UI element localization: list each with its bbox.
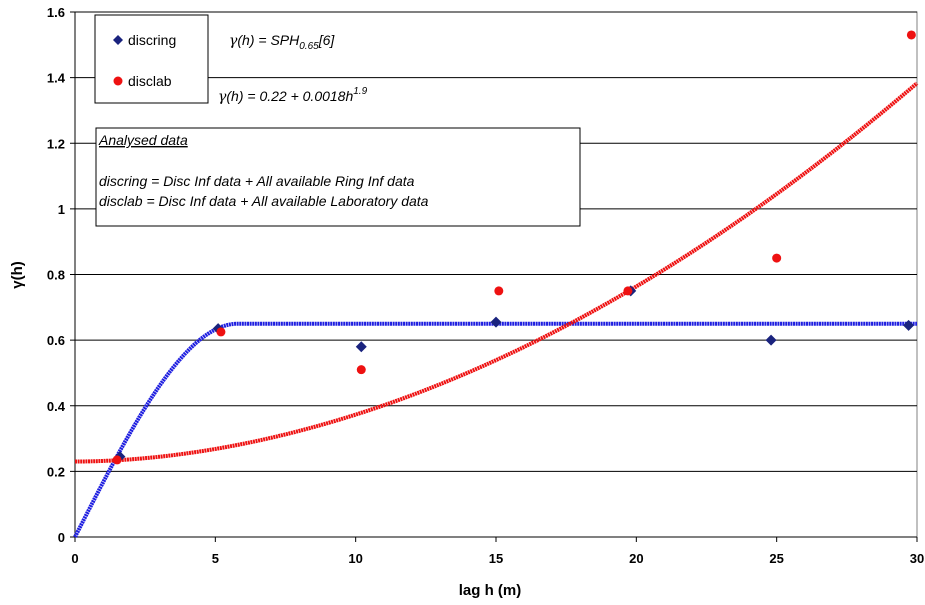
y-tick-label: 1.6 <box>47 5 65 20</box>
point-disclab <box>112 455 122 465</box>
x-tick-label: 25 <box>769 551 783 566</box>
formula1-subscript: 0.65 <box>299 41 319 52</box>
point-discring <box>765 334 777 346</box>
model-formula-power: γ(h) = 0.22 + 0.0018h1.9 <box>218 86 368 105</box>
point-discring <box>355 341 367 353</box>
x-tick-label: 20 <box>629 551 643 566</box>
point-discring <box>490 316 502 328</box>
gamma-symbol-2: γ <box>218 89 227 105</box>
x-tick-label: 5 <box>212 551 219 566</box>
point-discring <box>903 319 915 331</box>
x-tick-label: 10 <box>348 551 362 566</box>
y-tick-label: 0.4 <box>47 399 66 414</box>
legend-box <box>94 14 209 104</box>
analysed-data-title: Analysed data <box>98 132 188 148</box>
y-tick-label: 0 <box>58 530 65 545</box>
x-tick-label: 30 <box>910 551 924 566</box>
point-disclab <box>494 286 504 296</box>
legend: discring disclab <box>94 14 209 104</box>
point-disclab <box>772 253 782 263</box>
legend-circle-marker <box>113 76 123 86</box>
y-tick-label: 0.8 <box>47 268 65 283</box>
point-disclab <box>906 30 916 40</box>
legend-label-discring: discring <box>128 32 176 48</box>
y-tick-label: 0.2 <box>47 464 65 479</box>
analysed-data-line-1: discring = Disc Inf data + All available… <box>99 173 415 189</box>
x-tick-label: 0 <box>71 551 78 566</box>
y-tick-labels: 0 0.2 0.4 0.6 0.8 1 1.2 1.4 1.6 <box>47 5 75 545</box>
point-disclab <box>623 286 633 296</box>
formula1-body: (h) = SPH <box>237 32 300 48</box>
legend-label-disclab: disclab <box>128 73 172 89</box>
legend-diamond-marker <box>113 35 123 45</box>
y-tick-label: 1 <box>58 202 65 217</box>
power-model-curve <box>74 81 919 464</box>
formula1-suffix: [6] <box>318 32 336 48</box>
model-formula-spherical: γ(h) = SPH0.65[6] <box>229 32 335 52</box>
point-disclab <box>356 365 366 375</box>
x-tick-labels: 0 5 10 15 20 25 30 <box>71 537 924 566</box>
x-axis-title: lag h (m) <box>459 582 522 599</box>
analysed-data-line-2: disclab = Disc Inf data + All available … <box>99 193 429 209</box>
gamma-symbol-1: γ <box>229 33 238 49</box>
point-disclab <box>216 327 226 337</box>
analysed-data-frame <box>95 127 581 227</box>
y-tick-label: 0.6 <box>47 333 65 348</box>
formula2-superscript: 1.9 <box>353 86 367 97</box>
y-tick-label: 1.4 <box>47 71 66 86</box>
data-points <box>112 30 916 465</box>
x-tick-label: 15 <box>489 551 503 566</box>
y-tick-label: 1.2 <box>47 136 65 151</box>
y-axis-title: γ(h) <box>9 261 26 289</box>
analysed-data-box: Analysed data discring = Disc Inf data +… <box>95 127 581 227</box>
formula2-body: (h) = 0.22 + 0.0018h <box>226 88 353 104</box>
